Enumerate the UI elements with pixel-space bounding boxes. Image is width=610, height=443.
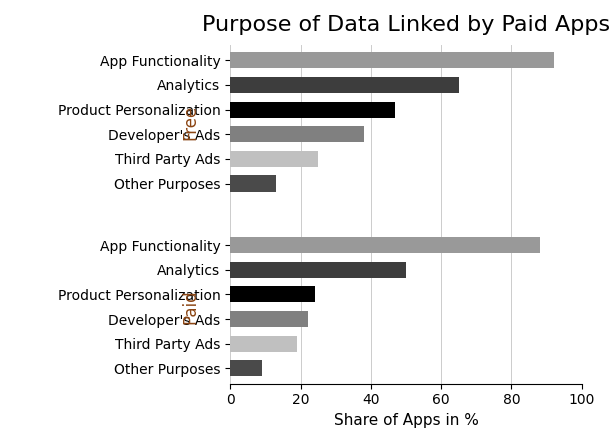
Bar: [230, 52, 554, 68]
Bar: [230, 360, 262, 377]
Text: Paid: Paid: [182, 289, 199, 324]
Bar: [230, 311, 307, 327]
Bar: [230, 286, 315, 303]
Title: Purpose of Data Linked by Paid Apps: Purpose of Data Linked by Paid Apps: [202, 15, 610, 35]
X-axis label: Share of Apps in %: Share of Apps in %: [334, 413, 478, 428]
Text: Free: Free: [182, 104, 199, 140]
Bar: [230, 126, 364, 142]
Bar: [230, 101, 395, 117]
Bar: [230, 336, 297, 352]
Bar: [230, 77, 459, 93]
Bar: [230, 262, 406, 278]
Bar: [230, 237, 540, 253]
Bar: [230, 151, 318, 167]
Bar: [230, 175, 276, 191]
